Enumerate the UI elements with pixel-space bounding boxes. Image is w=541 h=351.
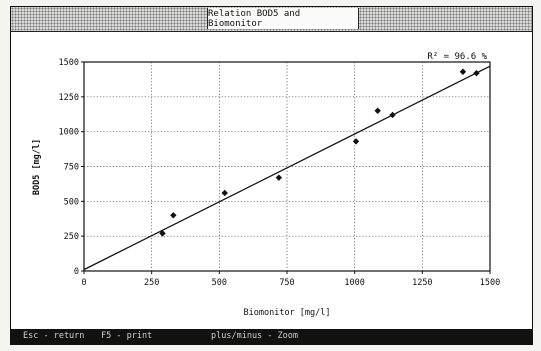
status-bar: Esc - return F5 - print plus/minus - Zoo…	[11, 329, 532, 344]
data-point	[389, 111, 396, 119]
data-point	[170, 212, 177, 219]
status-print[interactable]: F5 - print	[101, 331, 153, 341]
title-bar: Relation BOD5 and Biomonitor	[11, 7, 532, 32]
fit-line	[83, 65, 491, 271]
x-tick-label: 0	[81, 278, 86, 288]
y-axis-label: BOD5 [mg/l]	[32, 139, 42, 195]
scatter-chart: 0 250 500 750 1000 1250 1500 0 250 500 750 1000 1250…	[32, 52, 501, 318]
data-point	[473, 69, 480, 77]
y-tick-label: 500	[64, 197, 79, 207]
y-tick-label: 1500	[59, 58, 79, 68]
x-tick-label: 1500	[480, 278, 500, 288]
regression-line	[83, 65, 491, 271]
y-tick-label: 1250	[59, 93, 79, 103]
r-squared-annotation: R² = 96.6 %	[427, 52, 487, 62]
x-tick-label: 1250	[412, 278, 432, 288]
data-point	[352, 138, 360, 145]
x-tick-label: 250	[144, 278, 159, 288]
app-window: Relation BOD5 and Biomonitor 0 250 500 750 1…	[10, 6, 533, 345]
window-title: Relation BOD5 and Biomonitor	[207, 8, 359, 29]
x-tick-label: 1000	[344, 278, 364, 288]
y-tick-label: 750	[64, 163, 79, 173]
data-point	[159, 230, 166, 237]
x-tick-label: 750	[279, 278, 294, 288]
x-axis-label: Biomonitor [mg/l]	[244, 308, 331, 318]
y-tick-label: 1000	[59, 128, 79, 138]
y-tick-label: 0	[74, 267, 79, 277]
data-point	[374, 107, 381, 114]
x-tick-label: 500	[212, 278, 227, 288]
axis-ticks: 0 250 500 750 1000 1250 1500 0 250 500 750 1000 1250…	[59, 58, 501, 288]
data-points	[159, 68, 480, 237]
status-zoom[interactable]: plus/minus - Zoom	[211, 331, 298, 341]
y-tick-label: 250	[64, 232, 79, 242]
data-point	[459, 68, 467, 75]
data-point	[221, 189, 228, 197]
data-point	[275, 174, 283, 181]
status-esc-return[interactable]: Esc - return	[23, 331, 85, 341]
